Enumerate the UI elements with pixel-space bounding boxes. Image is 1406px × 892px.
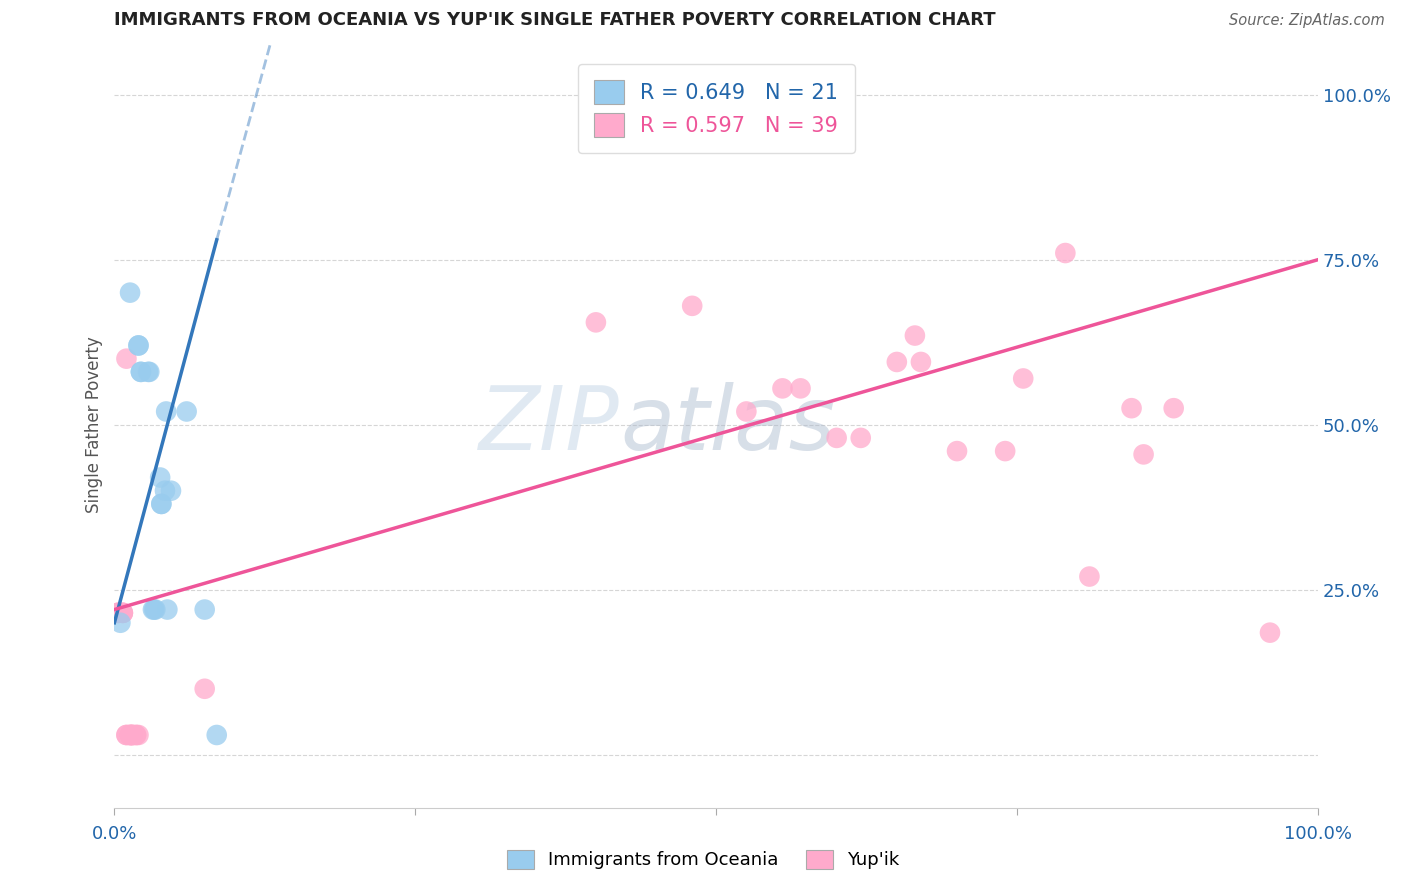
Point [735,404,758,418]
Point [125,728,148,742]
Point [111,606,134,620]
Text: IMMIGRANTS FROM OCEANIA VS YUP'IK SINGLE FATHER POVERTY CORRELATION CHART: IMMIGRANTS FROM OCEANIA VS YUP'IK SINGLE… [114,11,995,29]
Point [904,328,927,343]
Point [910,355,932,369]
Point [107,606,129,620]
Point [120,285,142,300]
Point [160,483,183,498]
Point [127,338,149,352]
Point [111,606,134,620]
Point [153,483,176,498]
Point [994,444,1017,458]
Y-axis label: Single Father Poverty: Single Father Poverty [86,336,103,513]
Point [107,606,129,620]
Point [1012,371,1035,385]
Point [772,381,794,395]
Point [205,728,228,742]
Point [127,728,149,742]
Point [149,470,172,484]
Point [107,606,129,620]
Text: ZIP: ZIP [479,382,620,467]
Point [120,728,142,742]
Point [150,497,173,511]
Point [1054,246,1077,260]
Point [111,606,134,620]
Point [129,365,152,379]
Point [120,728,142,742]
Point [142,602,165,616]
Point [121,728,143,742]
Point [129,365,152,379]
Point [1121,401,1143,416]
Point [115,351,138,366]
Point [194,681,217,696]
Point [121,728,143,742]
Point [155,404,177,418]
Point [150,497,173,511]
Point [825,431,848,445]
Point [136,365,159,379]
Point [681,299,703,313]
Point [849,431,872,445]
Point [156,602,179,616]
Point [1078,569,1101,583]
Point [143,602,166,616]
Point [110,615,132,630]
Point [1163,401,1185,416]
Point [125,728,148,742]
Point [194,602,217,616]
Text: Source: ZipAtlas.com: Source: ZipAtlas.com [1229,13,1385,28]
Point [120,728,142,742]
Point [585,315,607,329]
Point [127,338,149,352]
Point [143,602,166,616]
Point [138,365,160,379]
Legend: R = 0.649   N = 21, R = 0.597   N = 39: R = 0.649 N = 21, R = 0.597 N = 39 [578,63,855,153]
Point [121,728,143,742]
Point [886,355,908,369]
Text: 0.0%: 0.0% [91,825,138,843]
Point [115,728,138,742]
Point [1258,625,1281,640]
Legend: Immigrants from Oceania, Yup'ik: Immigrants from Oceania, Yup'ik [498,841,908,879]
Text: 100.0%: 100.0% [1284,825,1353,843]
Point [946,444,969,458]
Point [1132,447,1154,461]
Point [176,404,198,418]
Text: atlas: atlas [620,382,835,467]
Point [789,381,811,395]
Point [120,728,142,742]
Point [115,728,138,742]
